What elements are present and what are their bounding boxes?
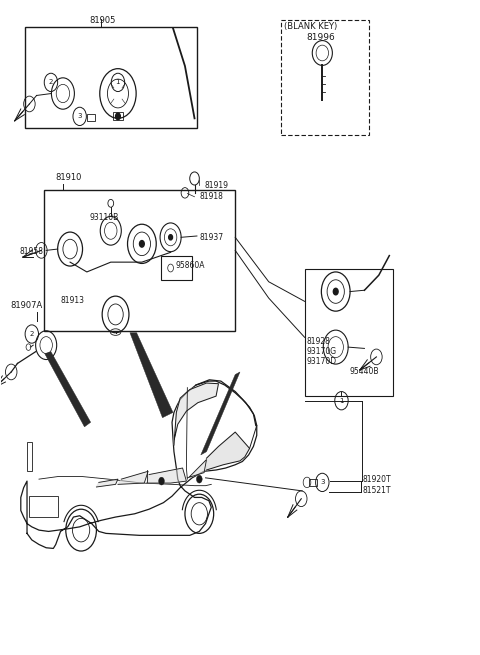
Text: 81521T: 81521T	[362, 487, 391, 495]
Text: 81996: 81996	[306, 33, 335, 43]
Text: 2: 2	[30, 331, 34, 337]
Polygon shape	[206, 432, 250, 470]
Text: 93170G: 93170G	[306, 347, 336, 356]
Polygon shape	[147, 468, 186, 483]
Polygon shape	[130, 333, 173, 418]
Bar	[24, 27, 197, 128]
Text: 81907A: 81907A	[10, 301, 43, 310]
Circle shape	[116, 113, 120, 120]
Polygon shape	[174, 383, 218, 445]
Polygon shape	[201, 372, 240, 455]
Text: 95440B: 95440B	[349, 367, 379, 377]
Text: 3: 3	[320, 479, 324, 485]
Polygon shape	[96, 479, 118, 487]
Circle shape	[140, 240, 144, 247]
Text: 81919: 81919	[204, 181, 228, 189]
Bar	[27, 442, 32, 472]
Bar	[305, 269, 393, 396]
Text: 81920T: 81920T	[362, 475, 391, 483]
Bar	[310, 479, 317, 485]
Text: 95860A: 95860A	[175, 261, 205, 270]
Text: 1: 1	[116, 79, 120, 85]
Text: 81928: 81928	[306, 337, 330, 346]
Bar	[161, 255, 192, 280]
Circle shape	[196, 476, 202, 483]
Text: 1: 1	[339, 398, 344, 403]
Text: 81910: 81910	[56, 174, 82, 182]
Bar	[87, 114, 95, 121]
Text: 81958: 81958	[20, 246, 44, 255]
Circle shape	[158, 477, 164, 485]
Bar	[113, 113, 123, 121]
Polygon shape	[45, 352, 91, 427]
Text: 93170D: 93170D	[306, 357, 336, 366]
Text: 3: 3	[77, 113, 82, 119]
Text: 81905: 81905	[89, 16, 116, 26]
Bar	[29, 496, 58, 517]
Bar	[44, 190, 235, 331]
Circle shape	[333, 288, 338, 295]
Text: 81937: 81937	[199, 233, 224, 242]
Text: 81913: 81913	[60, 295, 84, 305]
Polygon shape	[187, 460, 206, 478]
Circle shape	[168, 234, 172, 240]
Text: (BLANK KEY): (BLANK KEY)	[284, 22, 337, 31]
Text: 2: 2	[49, 79, 53, 85]
Text: 93110B: 93110B	[89, 213, 119, 222]
Text: 81918: 81918	[199, 193, 223, 201]
Polygon shape	[118, 472, 148, 484]
Bar	[281, 20, 369, 135]
